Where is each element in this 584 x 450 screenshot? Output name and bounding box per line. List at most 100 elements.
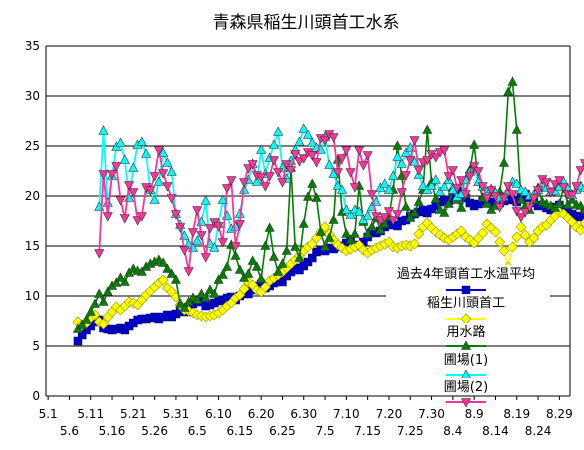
legend-swatch-marker <box>461 340 471 350</box>
data-point <box>456 202 467 212</box>
chart-title: 青森県稲生川頭首工水系 <box>213 13 400 33</box>
data-point <box>579 218 584 228</box>
y-axis: 0 5 10 15 20 25 30 35 <box>25 39 40 403</box>
y-tick-label: 15 <box>25 239 40 253</box>
data-point <box>136 266 147 276</box>
data-point <box>158 147 169 157</box>
data-point <box>579 206 584 214</box>
data-point <box>200 292 211 302</box>
data-point <box>430 193 441 203</box>
data-point <box>366 190 377 200</box>
data-point <box>349 183 360 193</box>
data-point <box>102 286 113 296</box>
data-point <box>507 190 518 200</box>
data-point <box>260 240 271 250</box>
data-point <box>157 274 169 286</box>
data-point <box>77 330 87 340</box>
data-point <box>256 173 267 183</box>
x-tick-label: 6.15 <box>226 424 253 438</box>
data-point <box>200 195 211 205</box>
data-point <box>409 136 420 146</box>
x-axis: 5.1 5.11 5.21 5.31 6.10 6.20 6.30 7.10 7.20 7.30 8… <box>39 396 573 438</box>
data-point <box>396 188 407 198</box>
data-point <box>469 162 480 172</box>
legend-label-bg <box>386 378 550 395</box>
data-point <box>230 242 241 252</box>
data-point <box>341 204 352 214</box>
data-point <box>166 268 177 278</box>
data-point <box>481 194 492 204</box>
data-point <box>388 170 399 180</box>
data-point <box>222 184 233 194</box>
data-point <box>149 194 160 204</box>
data-point <box>511 178 522 188</box>
data-point <box>260 182 271 192</box>
data-point <box>268 139 279 149</box>
data-point <box>196 288 207 298</box>
legend-swatch-marker <box>461 285 471 295</box>
data-point <box>175 298 186 308</box>
data-point <box>98 318 109 330</box>
data-point <box>192 294 203 304</box>
data-point <box>234 264 245 274</box>
legend-label: 圃場(1) <box>444 353 488 368</box>
data-point <box>268 156 279 166</box>
data-point <box>477 227 489 239</box>
data-point <box>115 196 126 206</box>
data-point <box>332 180 343 190</box>
x-tick-label: 7.5 <box>315 424 334 438</box>
data-point <box>192 206 203 216</box>
data-point <box>132 216 143 226</box>
data-point <box>469 139 480 149</box>
x-tick-label: 6.30 <box>290 407 317 421</box>
data-point <box>311 192 322 202</box>
legend-label-bg <box>386 351 550 368</box>
data-point <box>217 269 228 279</box>
data-point <box>170 210 181 220</box>
data-point <box>209 242 220 252</box>
data-point <box>247 255 258 265</box>
data-point <box>213 274 224 284</box>
data-point <box>562 199 573 209</box>
data-point <box>498 245 510 257</box>
data-point <box>115 272 126 282</box>
data-point <box>494 236 506 248</box>
data-point <box>320 136 331 146</box>
data-point <box>239 178 250 188</box>
data-point <box>426 180 437 190</box>
data-point <box>166 194 177 204</box>
data-point <box>256 273 267 283</box>
data-point <box>498 157 509 167</box>
data-point <box>447 166 458 176</box>
x-tick-label: 5.11 <box>77 407 104 421</box>
data-point <box>362 210 373 220</box>
data-point <box>251 176 262 186</box>
data-point <box>98 296 109 306</box>
data-point <box>73 336 83 346</box>
data-point <box>307 151 318 161</box>
x-tick-label: 7.25 <box>397 424 424 438</box>
data-point <box>81 314 92 324</box>
legend-swatch-marker <box>461 398 471 408</box>
data-point <box>498 194 509 204</box>
data-point <box>158 257 169 267</box>
data-point <box>337 184 348 194</box>
legend-label: 圃場(2) <box>444 380 488 395</box>
data-point <box>230 221 241 231</box>
x-tick-label: 8.19 <box>503 407 530 421</box>
data-point <box>308 253 317 263</box>
data-point <box>516 213 527 223</box>
data-point <box>290 150 301 160</box>
x-tick-label: 8.24 <box>525 424 552 438</box>
data-point <box>533 186 544 196</box>
x-tick-label: 7.30 <box>418 407 445 421</box>
data-point <box>200 253 211 263</box>
data-point <box>358 161 369 171</box>
data-point <box>439 181 450 191</box>
data-point <box>392 140 403 150</box>
data-point <box>278 277 287 287</box>
data-point <box>362 228 373 238</box>
x-tick-label: 6.5 <box>188 424 207 438</box>
data-point <box>486 186 497 196</box>
